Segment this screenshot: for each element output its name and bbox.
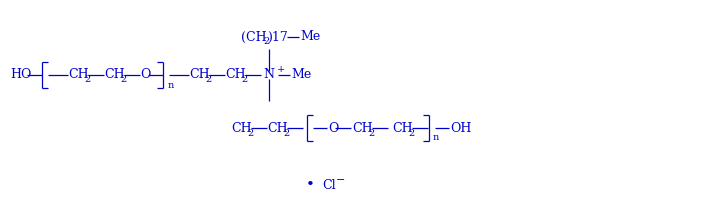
Text: 2: 2 — [263, 37, 269, 46]
Text: 2: 2 — [241, 75, 247, 85]
Text: CH: CH — [352, 121, 373, 135]
Text: CH: CH — [104, 68, 125, 82]
Text: •: • — [305, 178, 315, 192]
Text: Me: Me — [291, 68, 311, 82]
Text: 2: 2 — [120, 75, 126, 85]
Text: CH: CH — [68, 68, 89, 82]
Text: CH: CH — [267, 121, 287, 135]
Text: 2: 2 — [84, 75, 90, 85]
Text: CH: CH — [225, 68, 246, 82]
Text: CH: CH — [189, 68, 210, 82]
Text: 2: 2 — [408, 128, 414, 138]
Text: 2: 2 — [283, 128, 289, 138]
Text: HO: HO — [10, 68, 32, 82]
Text: 2: 2 — [368, 128, 374, 138]
Text: OH: OH — [450, 121, 472, 135]
Text: n: n — [433, 133, 439, 143]
Text: 2: 2 — [247, 128, 253, 138]
Text: Cl: Cl — [322, 179, 336, 191]
Text: 2: 2 — [205, 75, 211, 85]
Text: )17: )17 — [267, 31, 288, 44]
Text: n: n — [168, 80, 174, 90]
Text: (CH: (CH — [241, 31, 266, 44]
Text: −: − — [336, 175, 346, 185]
Text: Me: Me — [300, 31, 320, 44]
Text: CH: CH — [231, 121, 251, 135]
Text: O: O — [328, 121, 338, 135]
Text: N: N — [264, 68, 274, 82]
Text: CH: CH — [392, 121, 413, 135]
Text: +: + — [277, 65, 285, 73]
Text: O: O — [140, 68, 150, 82]
